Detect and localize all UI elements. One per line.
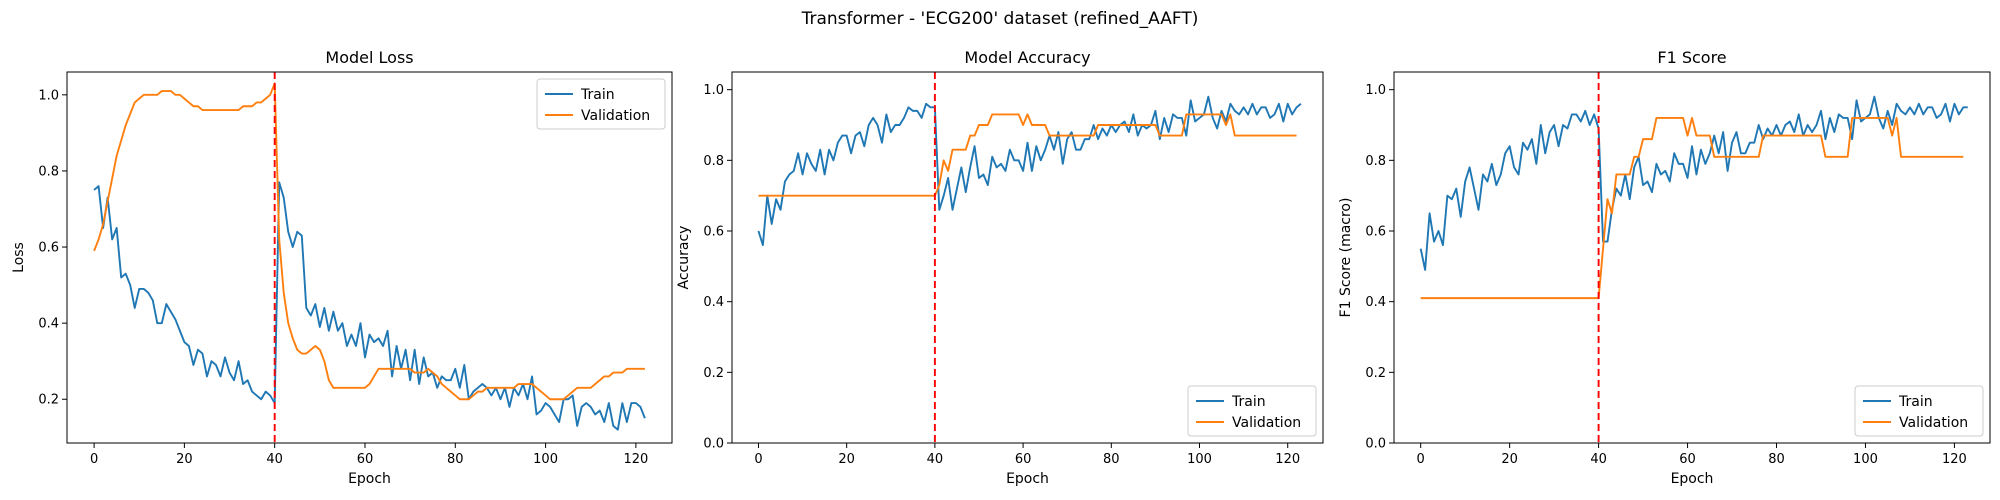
panel-title: Model Accuracy (964, 48, 1090, 67)
y-tick-label: 1.0 (38, 88, 59, 103)
series-line-validation (93, 82, 645, 401)
plot-area (1394, 72, 1990, 443)
y-tick-label: 0.6 (703, 225, 724, 240)
y-tick-label: 0.6 (1365, 225, 1386, 240)
y-tick-label: 0.2 (703, 366, 724, 381)
legend-box (1854, 385, 1984, 437)
legend-label-train: Train (1231, 394, 1266, 410)
y-axis-label: F1 Score (macro) (1338, 198, 1354, 318)
x-tick-label: 0 (754, 452, 762, 467)
x-tick-label: 0 (90, 452, 98, 467)
legend-label-validation: Validation (581, 108, 650, 124)
x-tick-label: 100 (533, 452, 558, 467)
legend-label-validation: Validation (1232, 415, 1301, 431)
axes-frame (66, 71, 673, 444)
y-tick-label: 0.4 (703, 295, 724, 310)
series-line-validation (758, 113, 1297, 197)
figure-title: Transformer - 'ECG200' dataset (refined_… (801, 9, 1199, 29)
y-tick-label: 0.4 (1365, 295, 1386, 310)
x-tick-label: 20 (176, 452, 193, 467)
legend-box (1187, 385, 1317, 437)
legend-label-train: Train (580, 87, 615, 103)
panels: 0 20 40 60 80 100 120 0.2 0.4 0.6 0.8 1.0 Model Loss… (11, 48, 1991, 487)
x-tick-label: 80 (447, 452, 464, 467)
plot-area (732, 72, 1323, 443)
axes-frame (1393, 71, 1991, 444)
y-tick-label: 0.2 (1365, 366, 1386, 381)
x-tick-label: 100 (1187, 452, 1212, 467)
plot-area (67, 72, 672, 443)
axes-frame (731, 71, 1324, 444)
x-axis-label: Epoch (1671, 471, 1714, 487)
legend-box (536, 78, 666, 130)
panel-1: 0 20 40 60 80 100 120 0.2 0.4 0.6 0.8 1.0 Model Loss… (11, 48, 673, 487)
x-tick-label: 0 (1417, 452, 1425, 467)
x-tick-label: 80 (1768, 452, 1785, 467)
x-axis-label: Epoch (1006, 471, 1049, 487)
legend: Train Validation (536, 78, 666, 130)
panel-title: Model Loss (325, 48, 413, 67)
legend-label-validation: Validation (1899, 415, 1968, 431)
y-tick-label: 0.8 (703, 154, 724, 169)
x-tick-label: 120 (1942, 452, 1967, 467)
series-line-train (93, 181, 646, 431)
x-tick-label: 120 (1275, 452, 1300, 467)
x-tick-label: 60 (357, 452, 374, 467)
x-tick-label: 60 (1015, 452, 1032, 467)
legend: Train Validation (1187, 385, 1317, 437)
y-tick-label: 0.2 (38, 393, 59, 408)
y-axis-label: Loss (11, 242, 27, 273)
x-tick-label: 40 (927, 452, 944, 467)
series-line-validation (1420, 116, 1964, 300)
y-axis-label: Accuracy (676, 226, 692, 290)
y-tick-label: 0.0 (703, 437, 724, 452)
legend: Train Validation (1854, 385, 1984, 437)
x-tick-label: 40 (1590, 452, 1607, 467)
y-tick-label: 0.4 (38, 317, 59, 332)
y-tick-label: 0.6 (38, 241, 59, 256)
x-tick-label: 40 (266, 452, 283, 467)
panel-title: F1 Score (1657, 48, 1726, 67)
y-tick-label: 0.0 (1365, 437, 1386, 452)
series-line-train (757, 95, 1302, 247)
y-tick-label: 0.8 (38, 164, 59, 179)
x-tick-label: 60 (1679, 452, 1696, 467)
x-tick-label: 20 (838, 452, 855, 467)
series-line-train (1419, 95, 1968, 271)
panel-2: 0 20 40 60 80 100 120 0.0 0.2 0.4 0.6 0.8 1.0 Model A… (676, 48, 1324, 487)
panel-3: 0 20 40 60 80 100 120 0.0 0.2 0.4 0.6 0.8 1.0 F1 Scor… (1338, 48, 1991, 487)
x-tick-label: 120 (623, 452, 648, 467)
x-tick-label: 20 (1501, 452, 1518, 467)
y-tick-label: 0.8 (1365, 154, 1386, 169)
y-tick-label: 1.0 (703, 83, 724, 98)
x-axis-label: Epoch (348, 471, 391, 487)
legend-label-train: Train (1898, 394, 1933, 410)
y-tick-label: 1.0 (1365, 83, 1386, 98)
x-tick-label: 80 (1103, 452, 1120, 467)
x-tick-label: 100 (1853, 452, 1878, 467)
